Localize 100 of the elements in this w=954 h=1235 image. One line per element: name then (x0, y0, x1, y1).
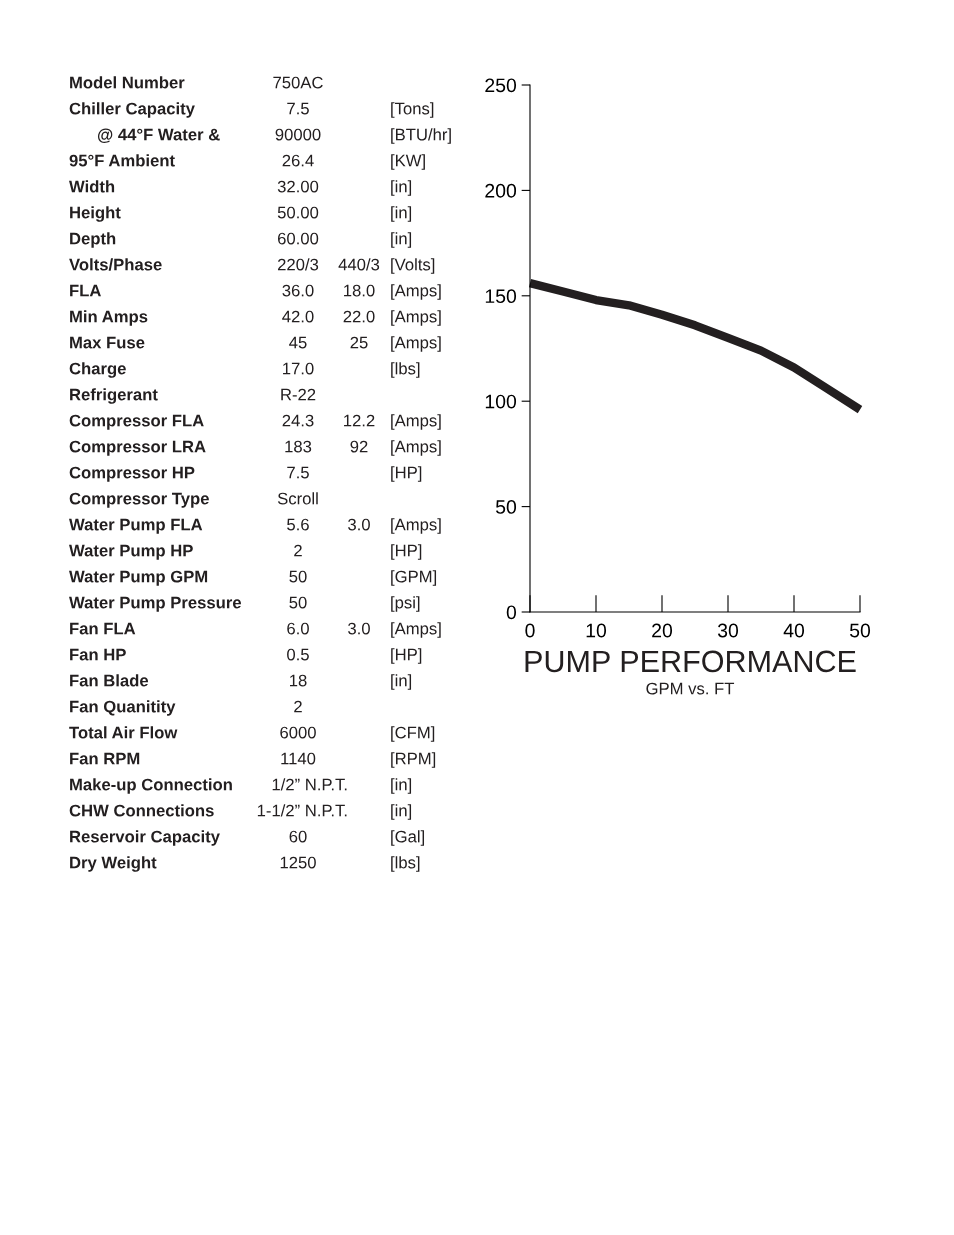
text: [Gal] (391, 830, 425, 846)
text: Width (69, 180, 115, 193)
text: [in] (391, 180, 412, 196)
text: 3.0 (348, 518, 370, 531)
text: [in] (391, 232, 412, 248)
text: Reservoir Capacity (70, 830, 220, 846)
text: [Volts] (391, 258, 435, 274)
text: [Amps] (391, 622, 441, 638)
text: Max Fuse (70, 336, 145, 349)
text: 0.5 (287, 648, 309, 661)
text: 220/3 (277, 258, 319, 271)
text: 7.5 (287, 102, 309, 115)
text: 90000 (275, 128, 321, 141)
text: 6.0 (287, 622, 309, 635)
x-tick-label: 30 (717, 623, 739, 638)
text: 7.5 (287, 466, 309, 479)
text: FLA (70, 284, 101, 297)
text: Compressor HP (69, 466, 195, 482)
text: 1250 (280, 856, 316, 869)
text: 24.3 (282, 414, 314, 427)
text: [in] (391, 674, 412, 690)
text: @ 44°F Water & (97, 128, 220, 143)
text: 183 (285, 440, 312, 453)
text: Height (70, 206, 121, 222)
text: 17.0 (283, 362, 314, 375)
text: 750AC (273, 76, 323, 89)
text: 18 (290, 674, 307, 687)
x-tick-label: 50 (849, 623, 871, 638)
text: Water Pump GPM (69, 570, 208, 586)
text: Scroll (277, 492, 318, 505)
text: [Amps] (391, 310, 441, 326)
text: 6000 (280, 726, 316, 739)
text: 95°F Ambient (69, 154, 175, 167)
text: GPM vs. FT (646, 682, 735, 695)
text: [HP] (391, 466, 422, 482)
text: [CFM] (391, 726, 435, 742)
x-tick-label: 0 (525, 623, 535, 638)
y-tick-label: 250 (485, 78, 517, 93)
text: [Amps] (391, 440, 441, 456)
text: Water Pump HP (69, 544, 193, 560)
text: Fan FLA (70, 622, 136, 635)
text: 5.6 (287, 518, 309, 531)
text: [in] (391, 206, 412, 222)
text: [Amps] (391, 414, 441, 430)
text: 50 (289, 570, 307, 583)
text: 45 (289, 336, 307, 349)
text: 32.00 (277, 180, 319, 193)
text: Make-up Connection (70, 778, 232, 794)
text: 25 (350, 336, 368, 349)
text: 440/3 (338, 258, 380, 271)
y-tick-label: 100 (485, 394, 517, 409)
x-tick-label: 40 (783, 623, 805, 638)
text: [GPM] (391, 570, 437, 586)
text: Fan RPM (70, 752, 140, 765)
text: Dry Weight (70, 856, 157, 872)
text: PUMP PERFORMANCE (525, 650, 856, 673)
text: [Amps] (391, 518, 441, 534)
text: Chiller Capacity (69, 102, 195, 118)
text: [HP] (391, 544, 422, 560)
text: 92 (350, 440, 368, 453)
text: Depth (70, 232, 116, 248)
text: R-22 (281, 388, 316, 401)
text: [in] (391, 778, 412, 794)
y-tick-label: 0 (506, 605, 517, 620)
text: 1-1/2” N.P.T. (257, 804, 347, 817)
text: 1/2” N.P.T. (272, 778, 347, 791)
text: CHW Connections (69, 804, 214, 817)
text: 2 (294, 700, 302, 713)
text: Water Pump Pressure (69, 596, 242, 612)
y-tick-label: 200 (485, 183, 517, 198)
text: Compressor Type (69, 492, 209, 508)
text: 50 (289, 596, 307, 609)
text: 1140 (281, 752, 316, 765)
text: Charge (69, 362, 126, 378)
x-tick-label: 20 (652, 623, 673, 638)
text: Volts/Phase (69, 258, 162, 271)
text: [Amps] (391, 336, 441, 352)
text: 3.0 (348, 622, 370, 635)
text: Refrigerant (70, 388, 158, 404)
text: Compressor LRA (69, 440, 206, 456)
text: 2 (294, 544, 302, 557)
text: 12.2 (344, 414, 375, 427)
text: Model Number (70, 76, 185, 89)
text: Fan Quanitity (70, 700, 176, 716)
text: [Amps] (391, 284, 441, 300)
text: 42.0 (282, 310, 314, 323)
text: Fan Blade (70, 674, 149, 687)
text: [BTU/hr] (391, 128, 451, 144)
text: 36.0 (282, 284, 314, 297)
text: [RPM] (391, 752, 436, 768)
text: [HP] (391, 648, 422, 664)
text: 22.0 (343, 310, 375, 323)
y-tick-label: 150 (485, 289, 517, 304)
text: Fan HP (70, 648, 126, 661)
text: [KW] (391, 154, 425, 170)
text: 26.4 (282, 154, 314, 167)
text: Min Amps (70, 310, 148, 326)
text: [Tons] (391, 102, 434, 118)
text: 18.0 (344, 284, 375, 297)
text: Compressor FLA (69, 414, 204, 430)
